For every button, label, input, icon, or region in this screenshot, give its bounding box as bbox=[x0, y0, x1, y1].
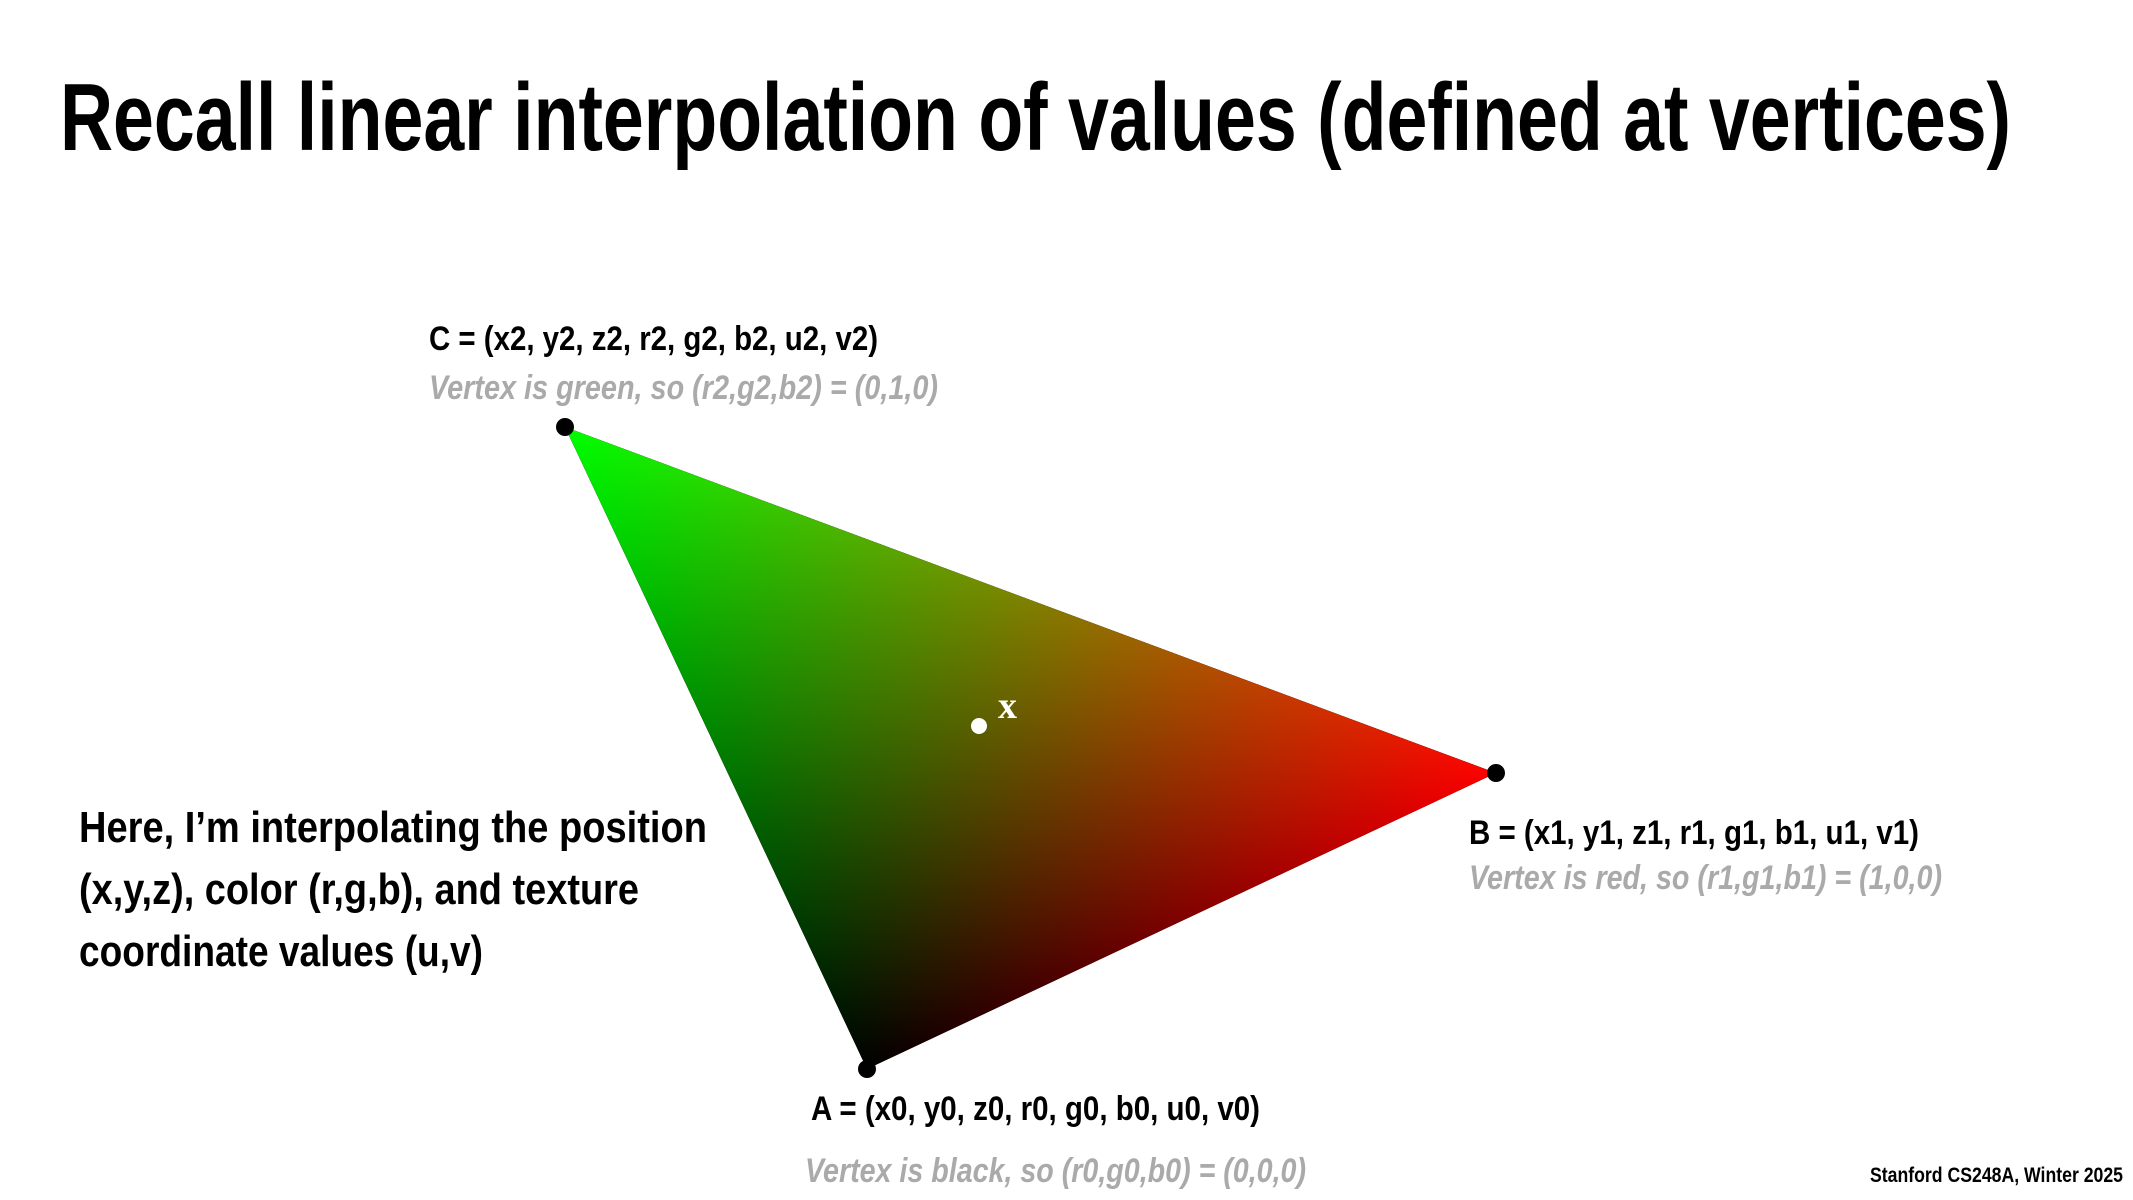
point-label: x bbox=[998, 685, 1017, 727]
sample-point bbox=[971, 718, 987, 734]
vertex-label: B = (x1, y1, z1, r1, g1, b1, u1, v1) bbox=[1469, 814, 1919, 852]
green-weight bbox=[565, 427, 1496, 1069]
slide-title: Recall linear interpolation of values (d… bbox=[60, 64, 2011, 171]
vertex-a bbox=[858, 1060, 876, 1078]
triangle bbox=[565, 427, 1496, 1069]
description-line: (x,y,z), color (r,g,b), and texture bbox=[79, 865, 639, 914]
footer: Stanford CS248A, Winter 2025 bbox=[1870, 1164, 2123, 1187]
description-line: Here, I’m interpolating the position bbox=[79, 803, 707, 852]
vertex-note: Vertex is black, so (r0,g0,b0) = (0,0,0) bbox=[805, 1152, 1306, 1190]
vertex-label: C = (x2, y2, z2, r2, g2, b2, u2, v2) bbox=[429, 320, 878, 358]
vertex-c bbox=[556, 418, 574, 436]
vertex-label: A = (x0, y0, z0, r0, g0, b0, u0, v0) bbox=[811, 1090, 1260, 1128]
vertex-note: Vertex is red, so (r1,g1,b1) = (1,0,0) bbox=[1469, 859, 1942, 897]
vertex-note: Vertex is green, so (r2,g2,b2) = (0,1,0) bbox=[429, 369, 938, 407]
description-line: coordinate values (u,v) bbox=[79, 927, 483, 976]
vertex-b bbox=[1487, 764, 1505, 782]
